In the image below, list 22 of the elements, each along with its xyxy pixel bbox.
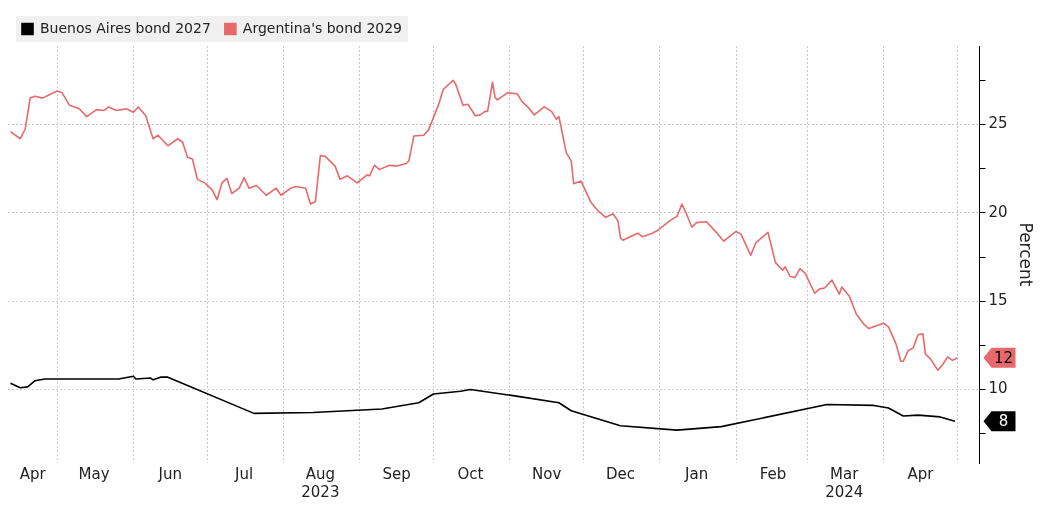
- x-tick-label: May: [78, 464, 110, 483]
- annotation: 8: [998, 412, 1009, 431]
- x-tick-label: Jan: [684, 464, 709, 483]
- y-tick-label: 20: [988, 202, 1008, 221]
- x-tick-label: Mar 2024: [825, 464, 864, 501]
- x-tick-label: Nov: [532, 464, 562, 483]
- y-tick-label: 25: [988, 114, 1008, 133]
- x-tick-label: Jul: [234, 464, 254, 483]
- x-tick-label: Apr: [907, 464, 935, 483]
- y-tick-label: 15: [988, 291, 1008, 310]
- y2-axis-title: Percent: [1016, 222, 1037, 287]
- y-tick-label: 10: [988, 379, 1008, 398]
- x-tick-label: Oct: [457, 464, 484, 483]
- annotation: 12: [993, 348, 1014, 367]
- x-tick-label: Apr: [19, 464, 47, 483]
- x-tick-label: Jun: [157, 464, 183, 483]
- legend-label: Argentina's bond 2029: [242, 19, 403, 36]
- x-tick-label: Sep: [382, 464, 411, 483]
- legend-label: Buenos Aires bond 2027: [40, 19, 211, 36]
- x-tick-label: Aug 2023: [301, 464, 340, 501]
- x-tick-label: Feb: [759, 464, 787, 483]
- x-tick-label: Dec: [605, 464, 635, 483]
